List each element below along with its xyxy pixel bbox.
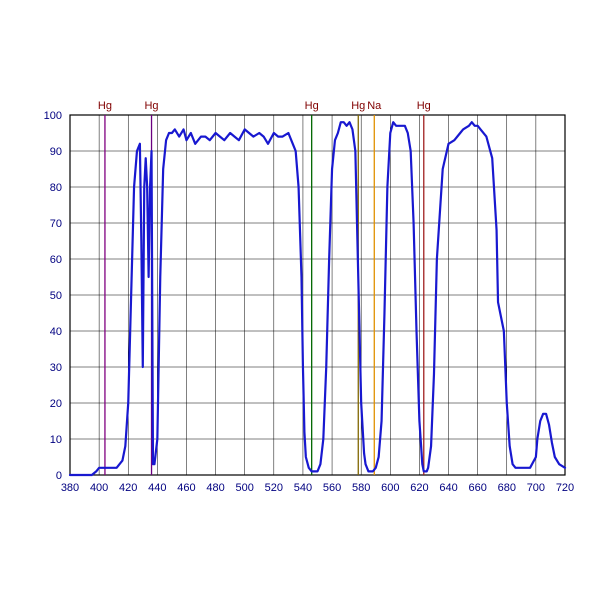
y-tick-label: 10 xyxy=(50,434,62,446)
emission-label: Na xyxy=(367,100,382,112)
emission-label: Hg xyxy=(144,100,158,112)
x-tick-label: 400 xyxy=(90,482,108,494)
x-tick-label: 620 xyxy=(410,482,428,494)
emission-label: Hg xyxy=(351,100,365,112)
x-tick-label: 420 xyxy=(119,482,137,494)
emission-label: Hg xyxy=(305,100,319,112)
x-tick-label: 640 xyxy=(439,482,457,494)
x-tick-label: 540 xyxy=(294,482,312,494)
x-tick-label: 580 xyxy=(352,482,370,494)
x-tick-label: 560 xyxy=(323,482,341,494)
x-tick-label: 380 xyxy=(61,482,79,494)
x-tick-label: 660 xyxy=(468,482,486,494)
y-tick-label: 100 xyxy=(44,110,62,122)
y-tick-label: 90 xyxy=(50,146,62,158)
spectral-chart: HgHgHgHgNaHg3804004204404604805005205405… xyxy=(0,0,600,600)
x-tick-label: 520 xyxy=(265,482,283,494)
y-tick-label: 0 xyxy=(56,470,62,482)
emission-label: Hg xyxy=(417,100,431,112)
emission-label: Hg xyxy=(98,100,112,112)
x-tick-label: 440 xyxy=(148,482,166,494)
x-tick-label: 700 xyxy=(527,482,545,494)
chart-svg: HgHgHgHgNaHg3804004204404604805005205405… xyxy=(0,0,600,600)
y-tick-label: 40 xyxy=(50,326,62,338)
y-tick-label: 80 xyxy=(50,182,62,194)
y-tick-label: 50 xyxy=(50,290,62,302)
x-tick-label: 680 xyxy=(498,482,516,494)
x-tick-label: 720 xyxy=(556,482,574,494)
y-tick-label: 20 xyxy=(50,398,62,410)
y-tick-label: 30 xyxy=(50,362,62,374)
x-tick-label: 480 xyxy=(206,482,224,494)
y-tick-label: 60 xyxy=(50,254,62,266)
x-tick-label: 460 xyxy=(177,482,195,494)
x-tick-label: 500 xyxy=(236,482,254,494)
y-tick-label: 70 xyxy=(50,218,62,230)
x-tick-label: 600 xyxy=(381,482,399,494)
